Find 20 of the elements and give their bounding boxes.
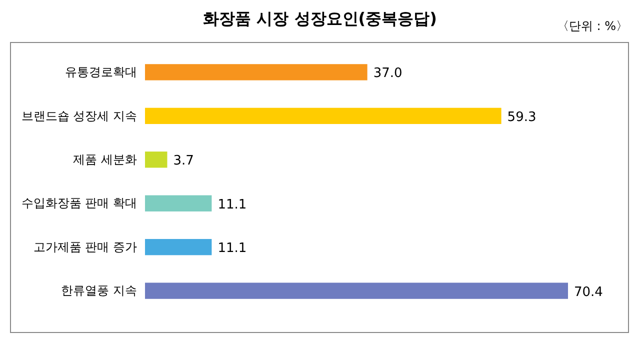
chart-title: 화장품 시장 성장요인(중복응답) <box>203 9 437 28</box>
data-label: 70.4 <box>574 284 603 300</box>
y-tick-label: 고가제품 판매 증가 <box>33 240 137 254</box>
y-tick-label: 유통경로확대 <box>65 65 137 80</box>
bar <box>145 64 368 80</box>
y-tick-label: 브랜드숍 성장세 지속 <box>21 108 137 123</box>
data-label: 37.0 <box>373 66 402 82</box>
bar <box>145 152 168 168</box>
data-label: 11.1 <box>218 197 247 212</box>
data-label: 3.7 <box>173 154 194 169</box>
y-tick-label: 수입화장품 판매 확대 <box>21 196 137 210</box>
bar <box>145 108 502 124</box>
bar <box>145 282 568 299</box>
y-tick-label: 제품 세분화 <box>73 152 137 166</box>
text: 〈단위 : %〉 <box>556 19 628 33</box>
data-label: 11.1 <box>218 241 247 256</box>
y-tick-label: 한류열풍 지속 <box>61 284 137 298</box>
bar <box>145 238 212 256</box>
bar <box>145 195 212 212</box>
data-label: 59.3 <box>507 110 536 125</box>
